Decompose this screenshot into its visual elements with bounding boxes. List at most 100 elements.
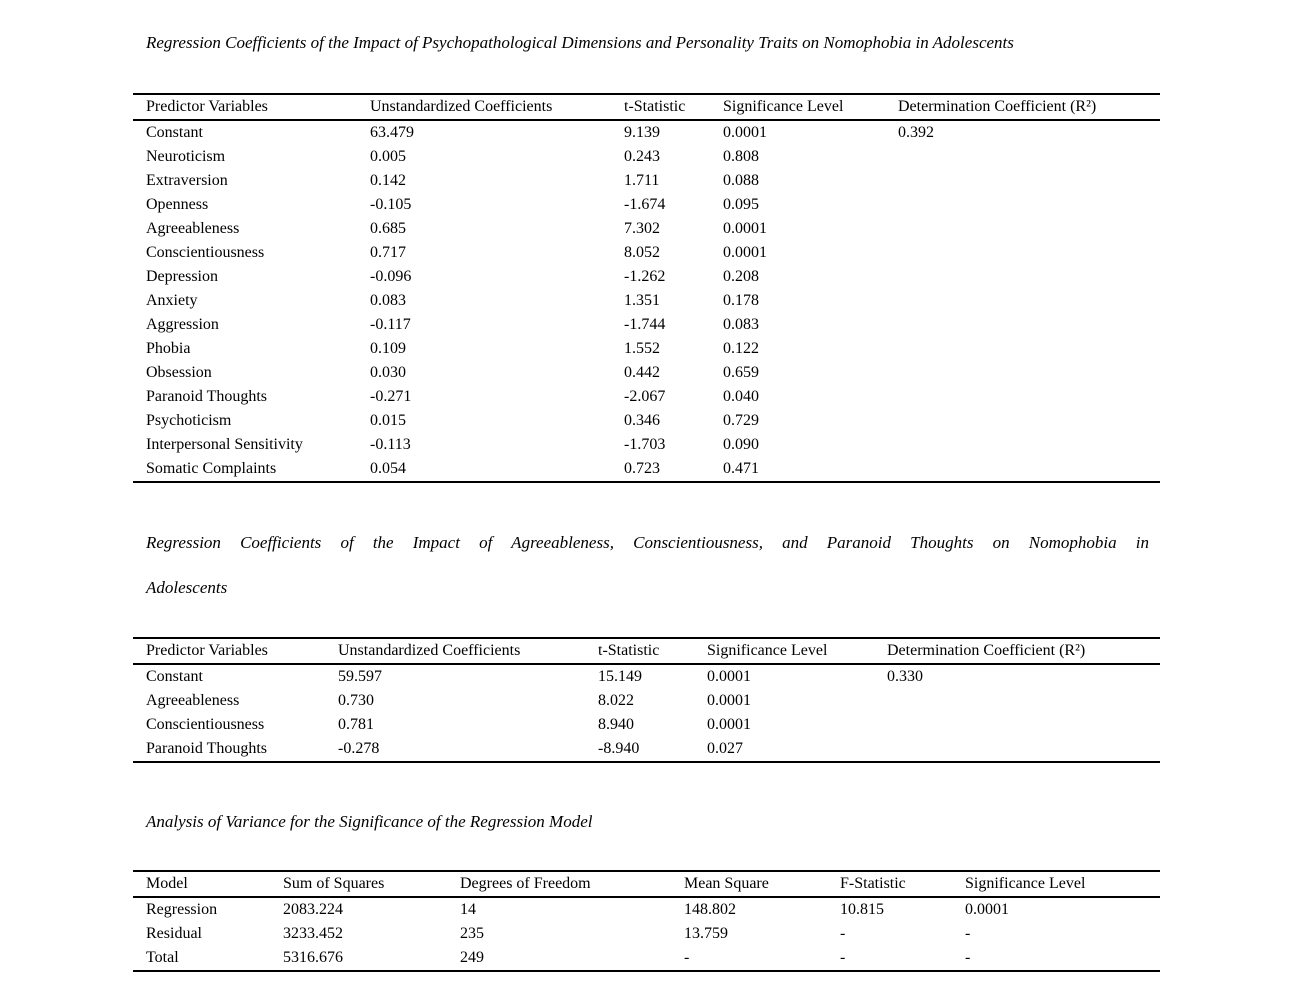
table-cell: 0.142 [370,172,406,189]
header-cell: Significance Level [694,638,874,665]
table-cell [885,241,1160,265]
table-cell: 0.109 [370,340,406,357]
table-cell: 59.597 [338,668,382,685]
table-cell: 0.088 [723,172,759,189]
table-cell: 8.022 [598,692,634,709]
table2-header: Predictor Variables Unstandardized Coeff… [133,638,1160,665]
table-row: Conscientiousness 0.781 8.940 0.0001 [133,713,1160,737]
table-cell: 0.030 [370,364,406,381]
table-cell: 0.730 [338,692,374,709]
table-cell: Constant [146,124,203,141]
table-cell: Obsession [146,364,212,381]
table-row: Phobia 0.109 1.552 0.122 [133,337,1160,361]
regression-full-model-table: Predictor Variables Unstandardized Coeff… [133,93,1160,483]
table-cell: - [965,925,971,942]
table-cell: Neuroticism [146,148,226,165]
table-row: Agreeableness 0.730 8.022 0.0001 [133,689,1160,713]
table-cell: -0.271 [370,388,412,405]
table-cell [874,713,1160,737]
table-cell: Somatic Complaints [146,460,277,477]
table-cell: Anxiety [146,292,198,309]
table-cell [885,217,1160,241]
table-cell: - [840,925,846,942]
table-cell [885,457,1160,482]
table-cell: 0.442 [624,364,660,381]
header-cell: Unstandardized Coefficients [357,94,611,121]
table-cell: 0.392 [898,124,934,141]
table-cell: -2.067 [624,388,666,405]
table-row: Openness -0.105 -1.674 0.095 [133,193,1160,217]
table-cell [885,145,1160,169]
table-cell: 0.0001 [723,244,767,261]
table-cell: 63.479 [370,124,414,141]
table-header-row: Model Sum of Squares Degrees of Freedom … [133,871,1160,898]
table-cell: 0.346 [624,412,660,429]
table-row: Paranoid Thoughts -0.271 -2.067 0.040 [133,385,1160,409]
table-cell: 249 [460,949,484,966]
header-cell: Predictor Variables [133,638,325,665]
header-cell: Significance Level [952,871,1160,898]
table-cell: 148.802 [684,901,736,918]
table-cell: Paranoid Thoughts [146,740,268,757]
table-cell: - [840,949,846,966]
table3-caption: Analysis of Variance for the Significanc… [146,812,593,831]
table-cell: -0.105 [370,196,412,213]
table-cell: 0.083 [723,316,759,333]
table1-caption: Regression Coefficients of the Impact of… [146,33,1014,52]
table-cell: 1.552 [624,340,660,357]
table-cell: 0.090 [723,436,759,453]
table-cell: 0.0001 [707,716,751,733]
table-cell [885,313,1160,337]
table-cell: 0.015 [370,412,406,429]
table-cell [885,409,1160,433]
table-row: Obsession 0.030 0.442 0.659 [133,361,1160,385]
table-cell: -8.940 [598,740,640,757]
header-cell: F-Statistic [827,871,952,898]
header-cell: Significance Level [710,94,885,121]
table3-body: Regression 2083.224 14 148.802 10.815 0.0001 R… [133,897,1160,971]
table-cell: Constant [146,668,203,685]
table-row: Somatic Complaints 0.054 0.723 0.471 [133,457,1160,482]
table-cell [885,433,1160,457]
table-row: Neuroticism 0.005 0.243 0.808 [133,145,1160,169]
table-row: Aggression -0.117 -1.744 0.083 [133,313,1160,337]
table-cell [885,265,1160,289]
table-cell: 0.040 [723,388,759,405]
table-cell: 0.0001 [965,901,1009,918]
table-cell: 235 [460,925,484,942]
table-cell: Aggression [146,316,219,333]
header-cell: Degrees of Freedom [447,871,671,898]
table-cell: 13.759 [684,925,728,942]
table-cell: -0.278 [338,740,380,757]
table-cell: 7.302 [624,220,660,237]
table1-body: Constant 63.479 9.139 0.0001 0.392 Neuroticis… [133,120,1160,482]
table-cell: 0.208 [723,268,759,285]
table-cell: Conscientiousness [146,244,265,261]
table-cell: 1.351 [624,292,660,309]
table-cell: 15.149 [598,668,642,685]
table-cell: 3233.452 [283,925,343,942]
table-cell: 0.471 [723,460,759,477]
table-cell: 0.808 [723,148,759,165]
table-cell: -0.117 [370,316,411,333]
table-row: Conscientiousness 0.717 8.052 0.0001 [133,241,1160,265]
table-cell: 2083.224 [283,901,343,918]
header-cell: Unstandardized Coefficients [325,638,585,665]
table-cell: -0.096 [370,268,412,285]
table-cell [885,361,1160,385]
table-header-row: Predictor Variables Unstandardized Coeff… [133,94,1160,121]
table-cell: Extraversion [146,172,228,189]
table-cell: 0.0001 [723,124,767,141]
table-cell: Psychoticism [146,412,232,429]
table-cell: Residual [146,925,202,942]
table-cell: 5316.676 [283,949,343,966]
caption-line: Adolescents [146,578,228,597]
table-cell: 0.685 [370,220,406,237]
table-cell: Phobia [146,340,191,357]
table-cell: 0.122 [723,340,759,357]
table-cell: -0.113 [370,436,411,453]
header-cell: Model [133,871,270,898]
table-cell: -1.703 [624,436,666,453]
table-cell: 10.815 [840,901,884,918]
